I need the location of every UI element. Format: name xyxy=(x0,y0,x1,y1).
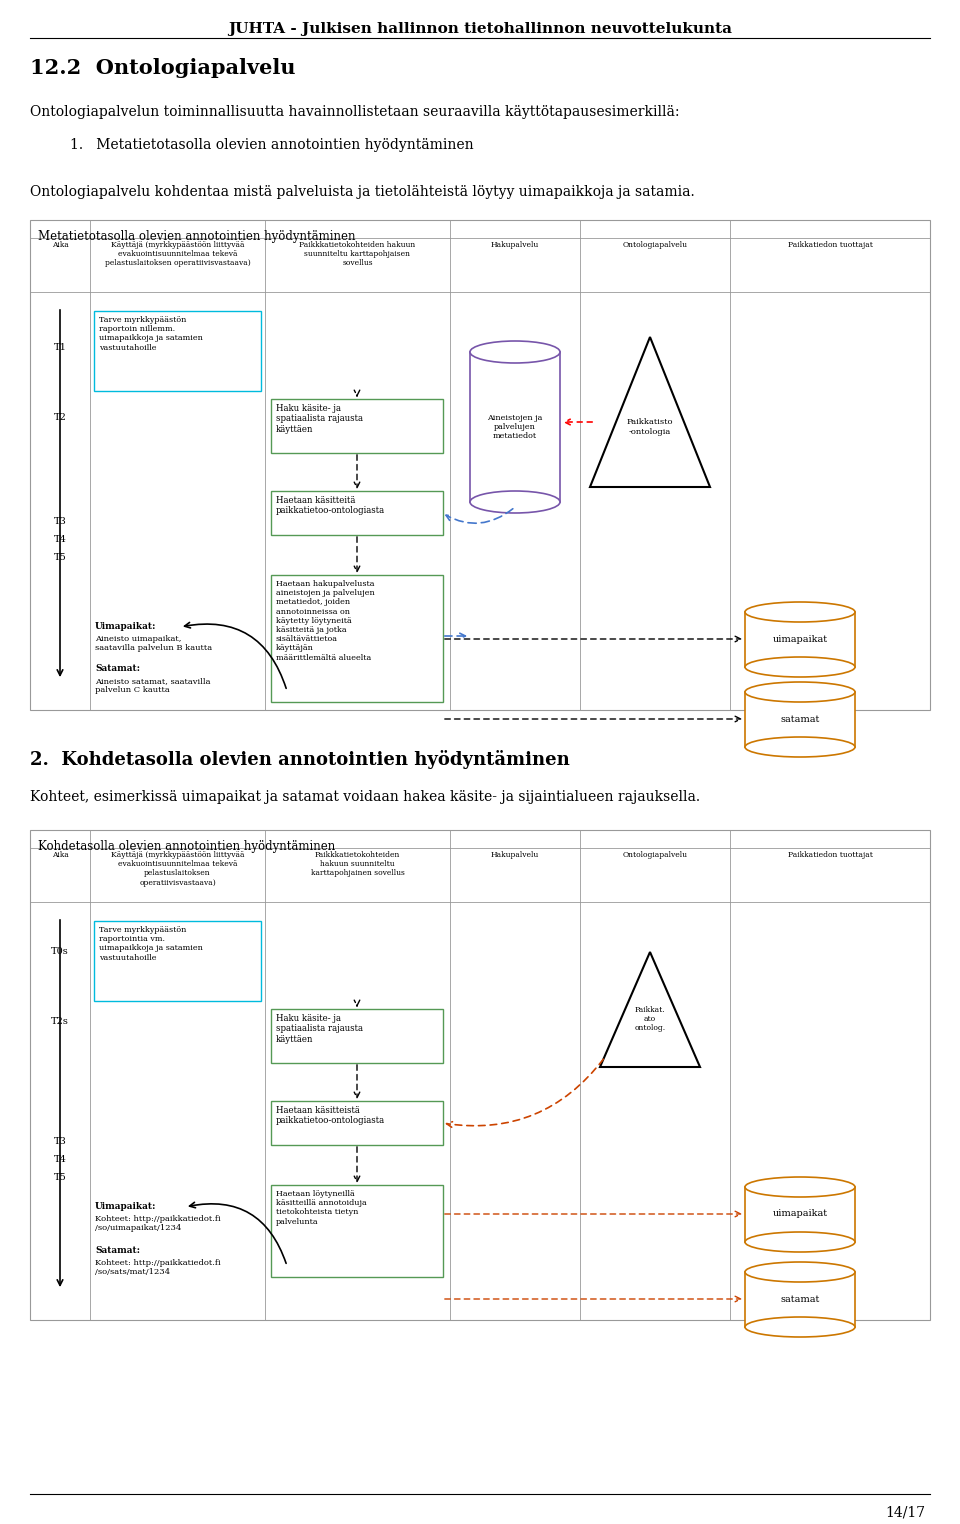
Ellipse shape xyxy=(745,1317,855,1337)
Bar xyxy=(745,692,855,747)
Text: Haku käsite- ja
spatiaalista rajausta
käyttäen: Haku käsite- ja spatiaalista rajausta kä… xyxy=(276,1013,363,1044)
Text: Hakupalvelu: Hakupalvelu xyxy=(491,850,540,860)
Text: Aineistojen ja
palvelujen
metatiedot: Aineistojen ja palvelujen metatiedot xyxy=(488,415,542,440)
Ellipse shape xyxy=(745,738,855,757)
Text: Paikkat.
ato
ontolog.: Paikkat. ato ontolog. xyxy=(635,1006,665,1032)
FancyBboxPatch shape xyxy=(271,1100,443,1145)
Bar xyxy=(30,219,930,710)
Text: Käyttäjä (myrkkypäästöön liittyvää
evakuointisuunnitelmaa tekevä
pelastuslaitoks: Käyttäjä (myrkkypäästöön liittyvää evaku… xyxy=(105,241,251,267)
Text: T3: T3 xyxy=(54,518,66,526)
Ellipse shape xyxy=(470,491,560,514)
Polygon shape xyxy=(590,337,710,488)
Text: Satamat:: Satamat: xyxy=(95,1247,140,1254)
Text: Ontologiapalvelu: Ontologiapalvelu xyxy=(622,850,687,860)
Text: JUHTA - Julkisen hallinnon tietohallinnon neuvottelukunta: JUHTA - Julkisen hallinnon tietohallinno… xyxy=(228,21,732,37)
Text: T2: T2 xyxy=(54,413,66,422)
Text: 1.   Metatietotasolla olevien annotointien hyödyntäminen: 1. Metatietotasolla olevien annotointien… xyxy=(70,139,473,152)
Text: Uimapaikat:: Uimapaikat: xyxy=(95,1202,156,1212)
Ellipse shape xyxy=(745,1231,855,1253)
Text: Satamat:: Satamat: xyxy=(95,664,140,674)
Text: Aika: Aika xyxy=(52,241,68,248)
Bar xyxy=(745,613,855,668)
FancyBboxPatch shape xyxy=(94,920,261,1001)
Text: Tarve myrkkypäästön
raportoin nillemm.
uimapaikkoja ja satamien
vastuutahoille: Tarve myrkkypäästön raportoin nillemm. u… xyxy=(99,315,203,352)
Bar xyxy=(30,831,930,1320)
Text: T2s: T2s xyxy=(51,1018,69,1027)
Text: Tarve myrkkypäästön
raportointia vm.
uimapaikkoja ja satamien
vastuutahoille: Tarve myrkkypäästön raportointia vm. uim… xyxy=(99,927,203,962)
Text: T5: T5 xyxy=(54,553,66,562)
Text: Haetaan hakupalvelusta
aineistojen ja palvelujen
metatiedot, joiden
annotoinneis: Haetaan hakupalvelusta aineistojen ja pa… xyxy=(276,581,374,661)
Text: uimapaikat: uimapaikat xyxy=(773,1210,828,1219)
FancyBboxPatch shape xyxy=(271,1186,443,1277)
FancyBboxPatch shape xyxy=(271,1009,443,1064)
Ellipse shape xyxy=(745,683,855,703)
Polygon shape xyxy=(600,952,700,1067)
Bar xyxy=(470,352,560,501)
Ellipse shape xyxy=(745,1177,855,1196)
Text: Kohdetasolla olevien annotointien hyödyntäminen: Kohdetasolla olevien annotointien hyödyn… xyxy=(38,840,335,853)
Text: Paikkatisto
-ontologia: Paikkatisto -ontologia xyxy=(627,419,673,436)
Text: Uimapaikat:: Uimapaikat: xyxy=(95,622,156,631)
Ellipse shape xyxy=(745,657,855,677)
Ellipse shape xyxy=(745,602,855,622)
Text: Paikkatiedon tuottajat: Paikkatiedon tuottajat xyxy=(787,850,873,860)
Text: Ontologiapalvelu: Ontologiapalvelu xyxy=(622,241,687,248)
Text: T5: T5 xyxy=(54,1173,66,1183)
Text: Paikkkatietokohteiden
hakuun suunniteltu
karttapohjainen sovellus: Paikkkatietokohteiden hakuun suunniteltu… xyxy=(311,850,404,878)
FancyBboxPatch shape xyxy=(94,311,261,392)
Text: 12.2  Ontologiapalvelu: 12.2 Ontologiapalvelu xyxy=(30,58,296,78)
Text: Ontologiapalvelu kohdentaa mistä palveluista ja tietolähteistä löytyy uimapaikko: Ontologiapalvelu kohdentaa mistä palvelu… xyxy=(30,184,695,200)
Text: Haetaan käsitteitä
paikkatietoo-ontologiasta: Haetaan käsitteitä paikkatietoo-ontologi… xyxy=(276,495,385,515)
Ellipse shape xyxy=(745,1262,855,1282)
Text: T3: T3 xyxy=(54,1137,66,1146)
FancyBboxPatch shape xyxy=(271,575,443,703)
Text: Haetaan löytyneillä
käsitteillä annotoiduja
tietokohteista tietyn
palvelunta: Haetaan löytyneillä käsitteillä annotoid… xyxy=(276,1190,367,1225)
Text: Aineisto uimapaikat,
saatavilla palvelun B kautta: Aineisto uimapaikat, saatavilla palvelun… xyxy=(95,636,212,652)
FancyBboxPatch shape xyxy=(271,399,443,453)
Text: T0s: T0s xyxy=(51,948,69,957)
Text: Haku käsite- ja
spatiaalista rajausta
käyttäen: Haku käsite- ja spatiaalista rajausta kä… xyxy=(276,404,363,434)
Text: Kohteet: http://paikkatiedot.fi
/so/uimapaikat/1234: Kohteet: http://paikkatiedot.fi /so/uima… xyxy=(95,1215,221,1233)
Ellipse shape xyxy=(470,341,560,363)
Text: Kohteet, esimerkissä uimapaikat ja satamat voidaan hakea käsite- ja sijaintialue: Kohteet, esimerkissä uimapaikat ja satam… xyxy=(30,789,700,805)
Text: Paikkatiedon tuottajat: Paikkatiedon tuottajat xyxy=(787,241,873,248)
Bar xyxy=(745,1273,855,1327)
Text: uimapaikat: uimapaikat xyxy=(773,634,828,643)
Text: Aineisto satamat, saatavilla
palvelun C kautta: Aineisto satamat, saatavilla palvelun C … xyxy=(95,677,210,695)
Text: Kohteet: http://paikkatiedot.fi
/so/sats/mat/1234: Kohteet: http://paikkatiedot.fi /so/sats… xyxy=(95,1259,221,1276)
Text: Käyttäjä (myrkkypäästöön liittyvää
evakuointisuunnitelmaa tekevä
pelastuslaitoks: Käyttäjä (myrkkypäästöön liittyvää evaku… xyxy=(110,850,244,887)
Text: 2.  Kohdetasolla olevien annotointien hyödyntäminen: 2. Kohdetasolla olevien annotointien hyö… xyxy=(30,750,569,770)
Text: 14/17: 14/17 xyxy=(885,1506,925,1519)
Bar xyxy=(745,1187,855,1242)
Text: Metatietotasolla olevien annotointien hyödyntäminen: Metatietotasolla olevien annotointien hy… xyxy=(38,230,355,242)
Text: satamat: satamat xyxy=(780,1294,820,1303)
Text: Ontologiapalvelun toiminnallisuutta havainnollistetaan seuraavilla käyttötapause: Ontologiapalvelun toiminnallisuutta hava… xyxy=(30,105,680,119)
Text: satamat: satamat xyxy=(780,715,820,724)
Text: Hakupalvelu: Hakupalvelu xyxy=(491,241,540,248)
Text: Paikkkatietokohteiden hakuun
suunniteltu karttapohjaisen
sovellus: Paikkkatietokohteiden hakuun suunniteltu… xyxy=(300,241,416,267)
Text: Haetaan käsitteistä
paikkatietoo-ontologiasta: Haetaan käsitteistä paikkatietoo-ontolog… xyxy=(276,1106,385,1125)
Text: T1: T1 xyxy=(54,343,66,352)
Text: T4: T4 xyxy=(54,1155,66,1164)
FancyBboxPatch shape xyxy=(271,491,443,535)
Text: T4: T4 xyxy=(54,535,66,544)
Text: Aika: Aika xyxy=(52,850,68,860)
